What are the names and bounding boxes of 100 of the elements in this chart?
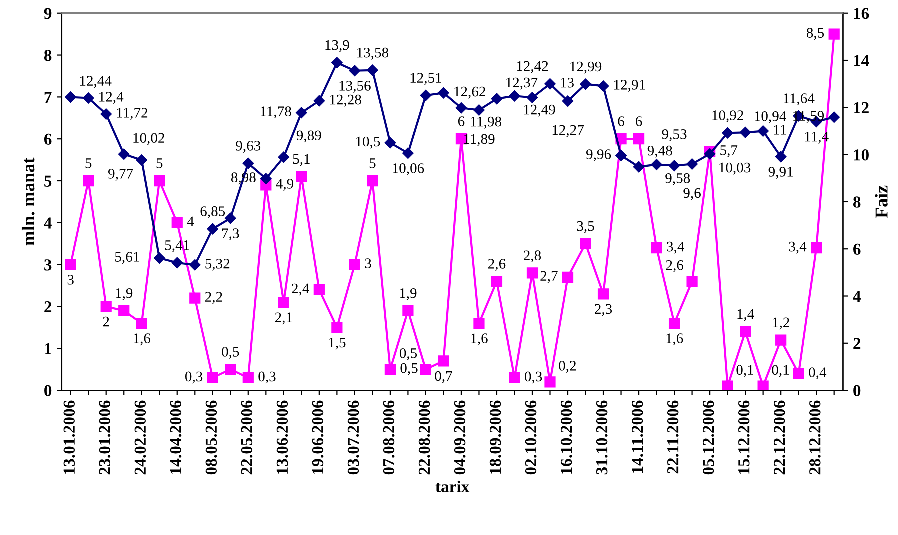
data-label: 12,28	[330, 94, 362, 107]
data-label: 11,98	[471, 116, 502, 129]
data-label: 12,4	[100, 92, 124, 104]
point	[402, 305, 414, 316]
data-label: 13,58	[358, 48, 389, 60]
point	[172, 257, 183, 269]
data-label: 1,2	[773, 318, 790, 330]
point	[83, 175, 94, 187]
data-label: 12,51	[410, 73, 442, 86]
data-label: 9,89	[296, 130, 322, 143]
point	[740, 326, 752, 338]
point	[438, 356, 450, 367]
y2-tick-label: 0	[854, 385, 861, 396]
point	[190, 260, 201, 271]
y2-axis-title: Faiz	[875, 186, 888, 218]
y2-tick-label: 8	[854, 196, 861, 208]
point	[633, 134, 645, 145]
data-label: 2,6	[666, 260, 684, 272]
x-tick-label: 22.05.2006	[241, 400, 253, 475]
point	[775, 151, 787, 163]
data-label: 9,6	[684, 188, 701, 200]
y-tick-label: 0	[44, 385, 52, 396]
x-tick-label: 19.06.2006	[312, 400, 324, 474]
point	[722, 380, 734, 391]
y2-tick-label: 4	[853, 291, 861, 302]
data-label: 1,6	[471, 334, 488, 346]
point	[225, 364, 236, 376]
point	[438, 87, 450, 99]
point	[384, 364, 396, 376]
data-label: 10,03	[720, 162, 751, 175]
data-label: 3,4	[667, 242, 685, 254]
data-label: 2,4	[292, 284, 310, 296]
data-label: 2,2	[205, 292, 222, 304]
x-tick-label: 14.04.2006	[170, 400, 182, 474]
data-label: 12,44	[80, 76, 112, 88]
point	[704, 148, 716, 160]
point	[616, 150, 627, 162]
point	[190, 292, 201, 304]
point	[793, 368, 804, 380]
point	[367, 64, 378, 76]
data-label: 13	[561, 78, 574, 88]
y-tick-label: 5	[44, 176, 52, 187]
data-label: 5,32	[206, 258, 230, 271]
data-label: 0,1	[772, 365, 790, 378]
x-tick-label: 22.08.2006	[418, 400, 430, 475]
point	[420, 364, 432, 376]
data-label: 9,58	[666, 173, 690, 186]
y2-tick-label: 14	[854, 55, 870, 66]
point	[828, 112, 840, 123]
data-label: 2	[103, 316, 110, 327]
data-label: 6,85	[200, 206, 226, 218]
point	[544, 78, 556, 90]
point	[278, 152, 290, 164]
point	[598, 80, 610, 92]
data-label: 0,3	[525, 372, 542, 384]
data-label: 3	[68, 275, 74, 285]
data-label: 12,42	[517, 61, 548, 74]
data-label: 5	[370, 158, 376, 168]
y-tick-label: 1	[45, 343, 52, 354]
data-label: 4	[187, 216, 194, 226]
data-label: 3,4	[789, 242, 807, 254]
point	[758, 126, 769, 137]
x-tick-label: 23.01.2006	[99, 400, 111, 475]
data-label: 5	[86, 158, 92, 168]
point	[242, 158, 254, 170]
data-label: 9,77	[108, 169, 134, 181]
point	[811, 242, 822, 254]
data-label: 1,4	[738, 309, 754, 322]
point	[242, 372, 254, 384]
data-label: 13,9	[326, 40, 350, 52]
point	[598, 288, 610, 300]
point	[526, 92, 538, 104]
data-label: 10,5	[356, 136, 380, 149]
data-label: 5,7	[720, 146, 738, 158]
y-tick-label: 4	[44, 218, 52, 229]
point	[154, 175, 166, 187]
data-label: 2,7	[540, 271, 558, 284]
point	[367, 175, 378, 187]
point	[278, 296, 290, 308]
data-label: 11,72	[117, 108, 148, 120]
data-label: 0,4	[809, 368, 827, 380]
data-label: 9,96	[586, 150, 612, 162]
y2-tick-label: 10	[854, 150, 869, 161]
x-tick-label: 24.02.2006	[134, 400, 146, 475]
point	[172, 217, 183, 228]
data-label: 2,8	[524, 250, 542, 263]
y-tick-label: 6	[44, 134, 52, 146]
point	[314, 284, 325, 296]
data-label: 12,37	[506, 78, 538, 90]
point	[154, 252, 166, 264]
point	[349, 259, 360, 270]
data-label: 5,61	[116, 252, 140, 264]
data-label: 5	[156, 158, 163, 168]
point	[349, 65, 361, 76]
point	[100, 108, 112, 120]
data-label: 6	[458, 116, 465, 126]
data-label: 12,99	[570, 62, 602, 74]
x-tick-label: 31.10.2006	[596, 400, 608, 475]
point	[314, 95, 326, 107]
data-label: 1,6	[666, 334, 684, 346]
